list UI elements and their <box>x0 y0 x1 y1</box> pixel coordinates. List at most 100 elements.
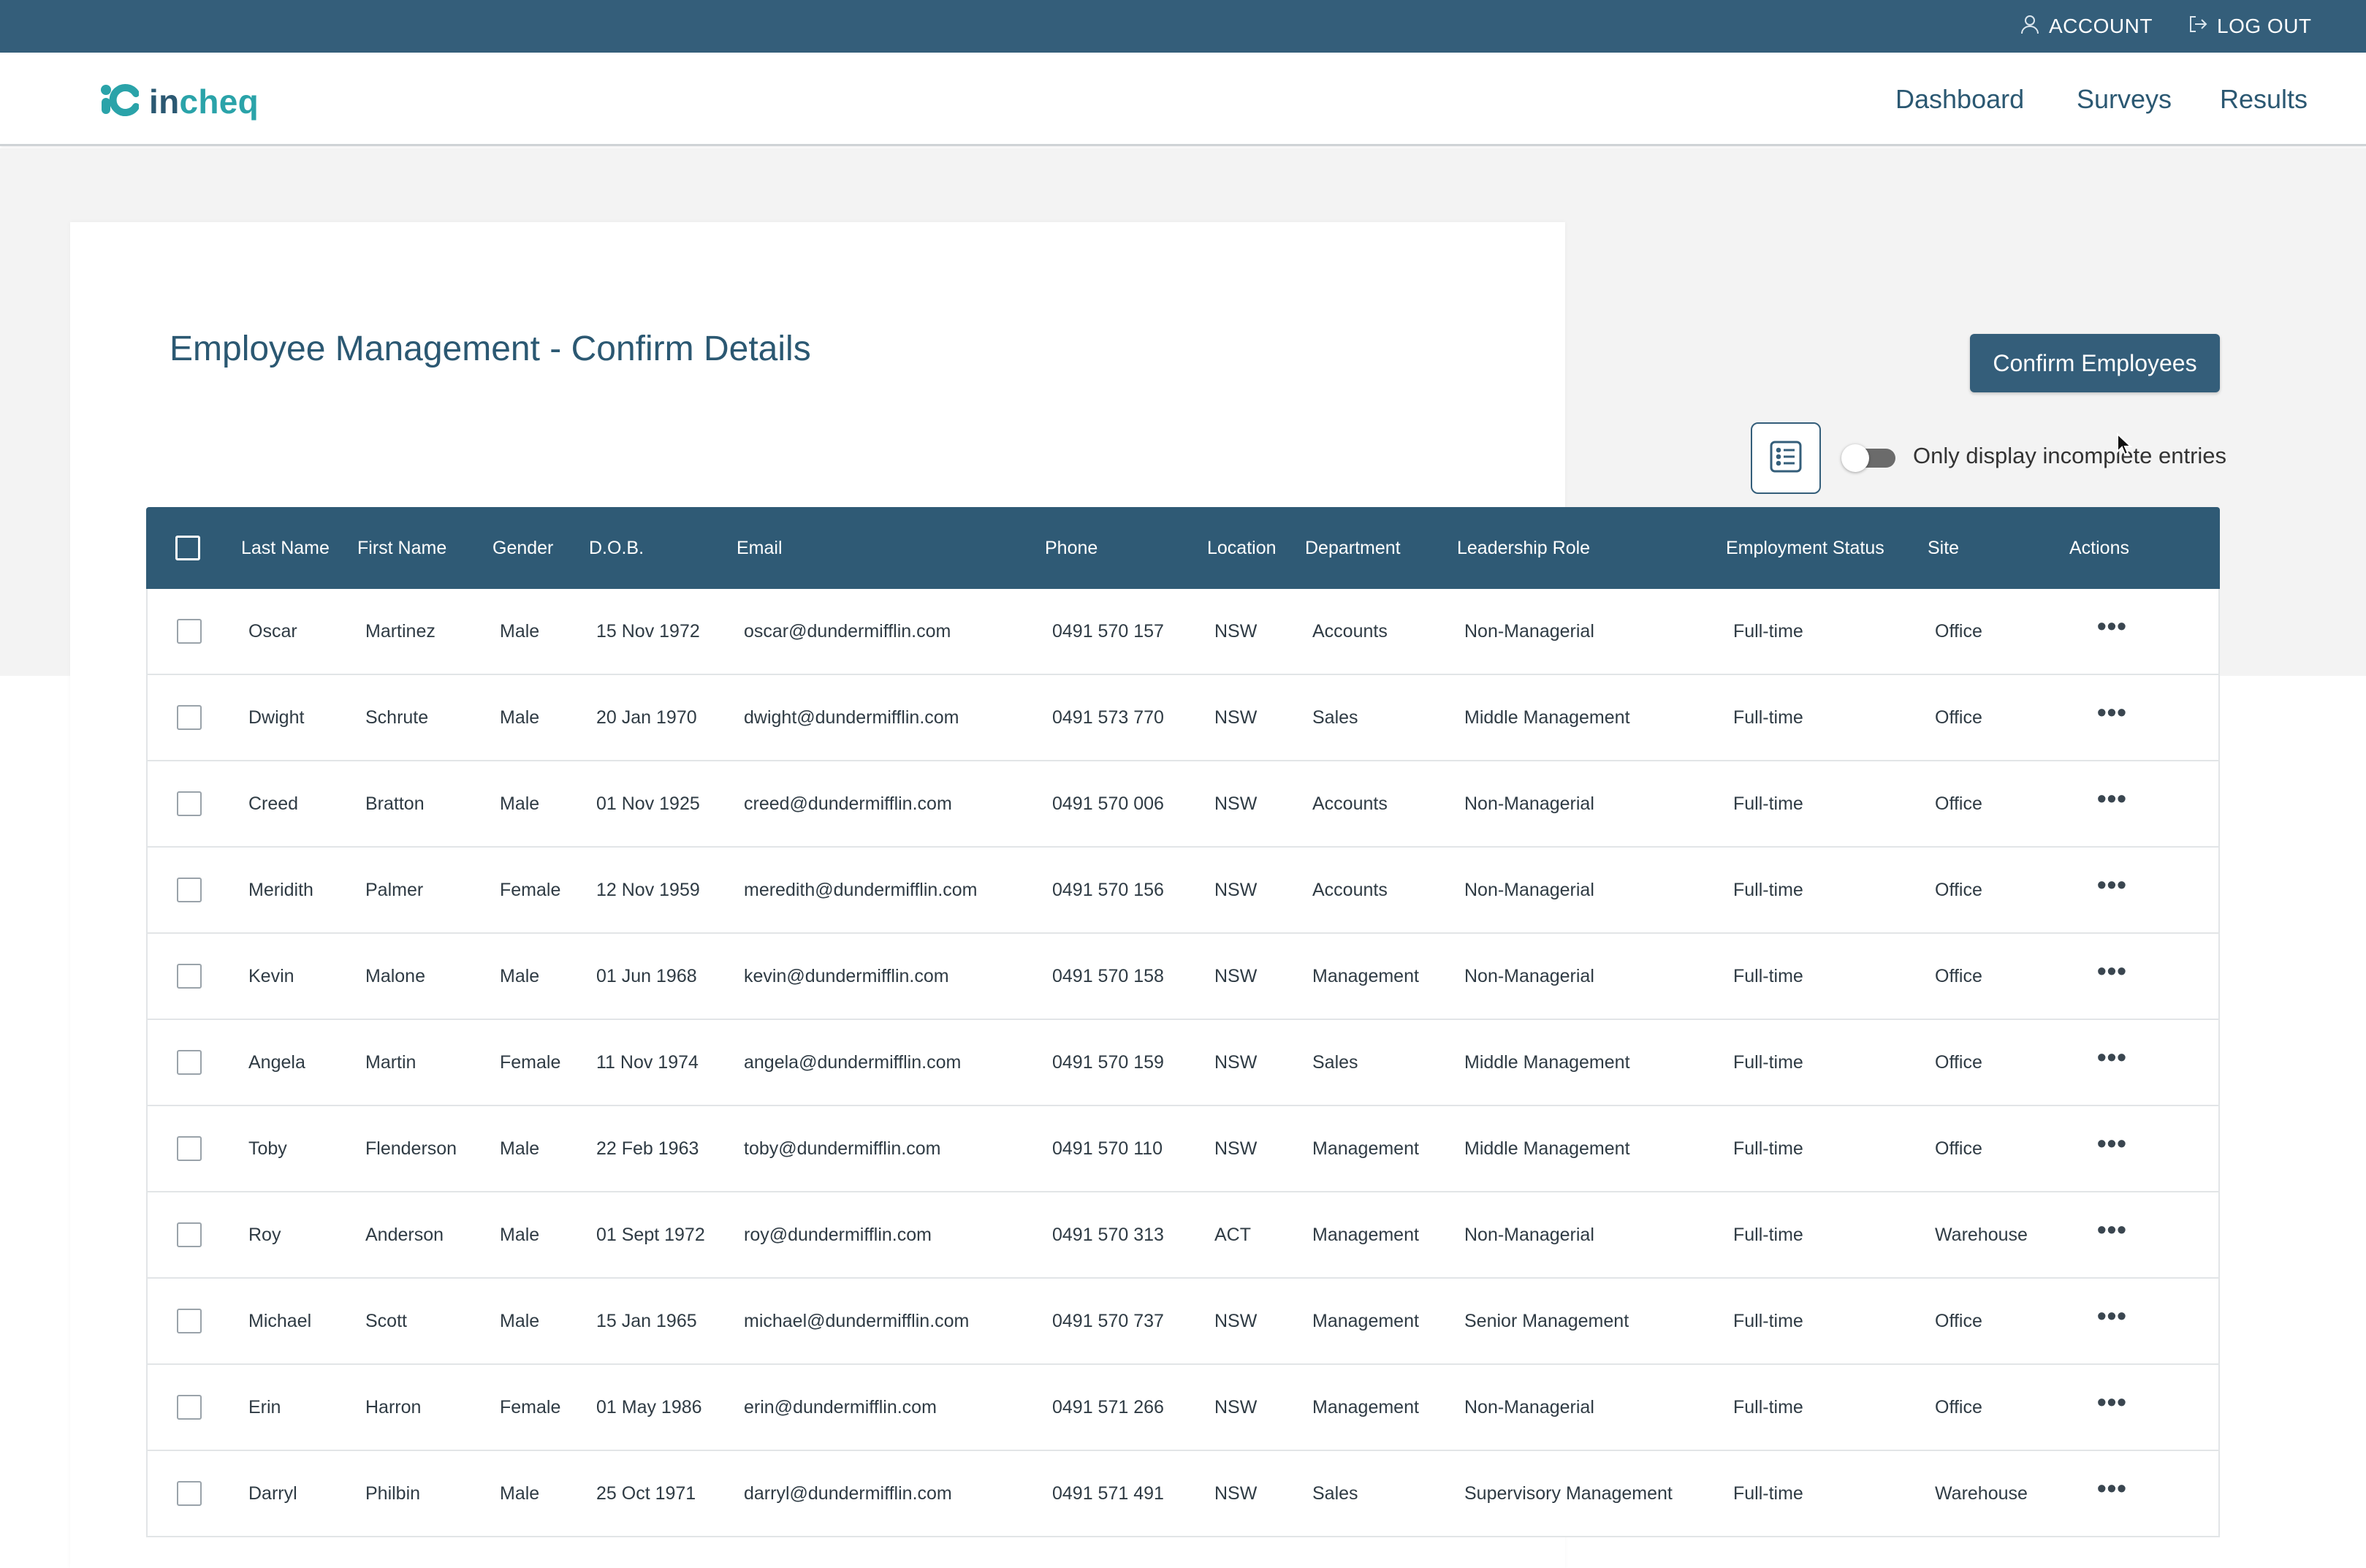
column-header[interactable]: Location <box>1207 537 1277 558</box>
nav-dashboard[interactable]: Dashboard <box>1895 84 2025 114</box>
employment-status-cell: Full-time <box>1733 707 1803 728</box>
row-select-cell <box>177 761 202 846</box>
first-name-cell: Flenderson <box>365 1138 457 1159</box>
column-header[interactable]: Leadership Role <box>1457 537 1591 558</box>
location-cell: NSW <box>1214 1051 1258 1073</box>
incomplete-entries-label: Only display incomplete entries <box>1913 443 2227 468</box>
table-row[interactable]: Michael Scott Male 15 Jan 1965 michael@dunde… <box>146 1279 2220 1365</box>
table-row[interactable]: Kevin Malone Male 01 Jun 1968 kevin@dundermi… <box>146 934 2220 1020</box>
column-header[interactable]: Employment Status <box>1726 537 1884 558</box>
column-header[interactable]: D.O.B. <box>589 537 644 558</box>
more-horizontal-icon[interactable]: ••• <box>2097 869 2127 899</box>
first-name-cell: Palmer <box>365 879 424 900</box>
table-row[interactable]: Roy Anderson Male 01 Sept 1972 roy@dundermif… <box>146 1192 2220 1279</box>
table-header-row: Last Name First Name Gender D.O.B. Email Phon… <box>146 507 2220 589</box>
gender-cell: Male <box>500 965 540 986</box>
dob-cell: 20 Jan 1970 <box>596 707 697 728</box>
more-horizontal-icon[interactable]: ••• <box>2097 783 2127 813</box>
more-horizontal-icon[interactable]: ••• <box>2097 697 2127 727</box>
more-horizontal-icon[interactable]: ••• <box>2097 1042 2127 1072</box>
column-header[interactable]: Phone <box>1045 537 1098 558</box>
logo-wordmark: incheq <box>149 83 259 121</box>
table-row[interactable]: Oscar Martinez Male 15 Nov 1972 oscar@dunder… <box>146 589 2220 675</box>
site-cell: Office <box>1935 879 1982 900</box>
location-cell: ACT <box>1214 1224 1251 1245</box>
column-header[interactable]: Actions <box>2069 537 2129 558</box>
dob-cell: 15 Nov 1972 <box>596 620 700 642</box>
confirm-employees-button[interactable]: Confirm Employees <box>1970 334 2220 392</box>
row-select-cell <box>177 1451 202 1536</box>
site-cell: Office <box>1935 620 1982 642</box>
row-checkbox[interactable] <box>177 1136 202 1161</box>
row-checkbox[interactable] <box>177 1395 202 1420</box>
row-checkbox[interactable] <box>177 705 202 730</box>
row-checkbox[interactable] <box>177 1309 202 1333</box>
row-checkbox[interactable] <box>177 1050 202 1075</box>
more-horizontal-icon[interactable]: ••• <box>2097 1387 2127 1417</box>
table-row[interactable]: Toby Flenderson Male 22 Feb 1963 toby@dunder… <box>146 1106 2220 1192</box>
nav-surveys[interactable]: Surveys <box>2077 84 2172 114</box>
row-select-cell <box>177 848 202 932</box>
table-row[interactable]: Erin Harron Female 01 May 1986 erin@dundermi… <box>146 1365 2220 1451</box>
last-name-cell: Dwight <box>248 707 305 728</box>
phone-cell: 0491 570 737 <box>1052 1310 1164 1331</box>
more-horizontal-icon[interactable]: ••• <box>2097 1473 2127 1503</box>
phone-cell: 0491 570 158 <box>1052 965 1164 986</box>
more-horizontal-icon[interactable]: ••• <box>2097 611 2127 641</box>
email-cell: toby@dundermifflin.com <box>744 1138 941 1159</box>
row-checkbox[interactable] <box>177 1222 202 1247</box>
more-horizontal-icon[interactable]: ••• <box>2097 1301 2127 1331</box>
department-cell: Management <box>1312 965 1419 986</box>
department-cell: Sales <box>1312 1483 1358 1504</box>
site-cell: Office <box>1935 1396 1982 1417</box>
last-name-cell: Kevin <box>248 965 294 986</box>
column-header[interactable]: Gender <box>492 537 554 558</box>
row-actions-cell: ••• <box>2097 1192 2127 1277</box>
site-cell: Warehouse <box>1935 1483 2028 1504</box>
row-actions-cell: ••• <box>2097 1451 2127 1536</box>
department-cell: Sales <box>1312 1051 1358 1073</box>
more-horizontal-icon[interactable]: ••• <box>2097 1128 2127 1158</box>
row-checkbox[interactable] <box>177 619 202 644</box>
table-row[interactable]: Creed Bratton Male 01 Nov 1925 creed@dunderm… <box>146 761 2220 848</box>
nav-results[interactable]: Results <box>2220 84 2308 114</box>
employment-status-cell: Full-time <box>1733 1396 1803 1417</box>
location-cell: NSW <box>1214 707 1258 728</box>
department-cell: Accounts <box>1312 879 1388 900</box>
logout-link[interactable]: LOG OUT <box>2188 0 2312 53</box>
dob-cell: 11 Nov 1974 <box>596 1051 699 1073</box>
table-row[interactable]: Meridith Palmer Female 12 Nov 1959 meredith@… <box>146 848 2220 934</box>
first-name-cell: Malone <box>365 965 425 986</box>
account-link[interactable]: ACCOUNT <box>2020 0 2153 53</box>
table-row[interactable]: Angela Martin Female 11 Nov 1974 angela@dund… <box>146 1020 2220 1106</box>
row-select-cell <box>177 1279 202 1363</box>
last-name-cell: Roy <box>248 1224 281 1245</box>
phone-cell: 0491 570 156 <box>1052 879 1164 900</box>
row-actions-cell: ••• <box>2097 934 2127 1019</box>
column-header[interactable]: Department <box>1305 537 1401 558</box>
row-checkbox[interactable] <box>177 1481 202 1506</box>
column-header[interactable]: First Name <box>357 537 447 558</box>
leadership-role-cell: Middle Management <box>1464 1051 1630 1073</box>
column-header[interactable]: Last Name <box>241 537 330 558</box>
site-cell: Office <box>1935 1051 1982 1073</box>
first-name-cell: Philbin <box>365 1483 421 1504</box>
select-all-checkbox[interactable] <box>175 536 200 560</box>
table-row[interactable]: Darryl Philbin Male 25 Oct 1971 darryl@dunde… <box>146 1451 2220 1537</box>
incheq-logo[interactable]: incheq <box>99 82 259 121</box>
account-label: ACCOUNT <box>2049 15 2153 37</box>
last-name-cell: Meridith <box>248 879 313 900</box>
leadership-role-cell: Non-Managerial <box>1464 1396 1594 1417</box>
list-view-button[interactable] <box>1751 422 1821 494</box>
column-header[interactable]: Site <box>1928 537 1960 558</box>
gender-cell: Male <box>500 1138 540 1159</box>
column-header[interactable]: Email <box>737 537 783 558</box>
more-horizontal-icon[interactable]: ••• <box>2097 1214 2127 1244</box>
more-horizontal-icon[interactable]: ••• <box>2097 956 2127 986</box>
row-checkbox[interactable] <box>177 791 202 816</box>
site-cell: Office <box>1935 707 1982 728</box>
row-checkbox[interactable] <box>177 964 202 989</box>
table-row[interactable]: Dwight Schrute Male 20 Jan 1970 dwight@dunde… <box>146 675 2220 761</box>
incomplete-entries-toggle[interactable] <box>1841 444 1897 472</box>
row-checkbox[interactable] <box>177 878 202 902</box>
